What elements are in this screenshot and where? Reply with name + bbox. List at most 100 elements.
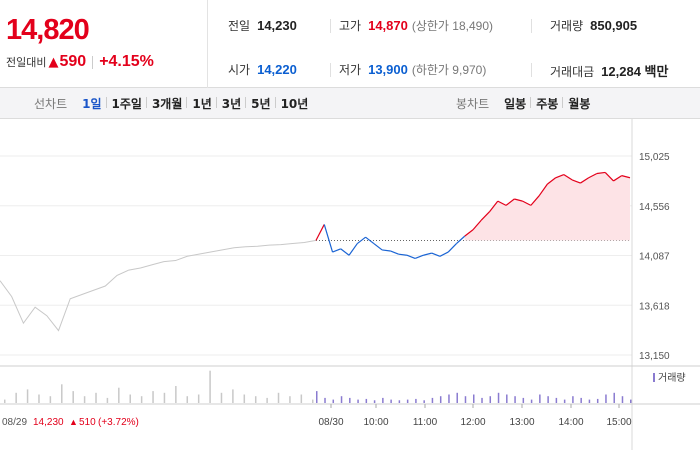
volume-bar-prev [220,392,223,403]
divider [92,55,94,69]
stat-label: 고가 [339,19,362,33]
today-segment [464,229,474,237]
today-segment [414,254,424,259]
volume-bar-prev [106,397,109,403]
tab-3m[interactable]: 3개월 [145,95,187,112]
volume-bar-today [406,399,409,403]
tab-3y[interactable]: 3년 [215,95,246,112]
volume-bar-today [324,397,326,403]
divider [531,63,532,77]
grid [0,119,700,450]
tab-5y[interactable]: 5년 [245,95,275,112]
today-segment [382,249,391,252]
x-tick-label: 14:00 [558,417,583,428]
today-segment [447,243,457,253]
volume-bar-prev [300,394,303,403]
y-axis: 15,025 14,556 14,087 13,618 13,150 [639,152,670,362]
volume-bar-prev [38,394,40,403]
today-segment [580,177,590,184]
volume-bar-today [596,398,599,403]
stat-value: 13,900 [368,62,408,77]
line-chart-title: 선차트 [34,97,68,111]
volume-bar-today [580,397,582,403]
y-tick-label: 13,150 [639,351,670,362]
volume-bar-today [630,399,632,403]
today-segment [547,177,556,185]
x-tick-label: 10:00 [363,417,388,428]
volume-bar-prev [254,396,257,403]
volume-bar-prev [95,392,97,403]
divider [330,63,331,77]
x-tick-label: 08/30 [318,417,343,428]
volume-bar-prev [83,396,86,403]
volume-bar-today [382,397,384,403]
y-tick-label: 13,618 [639,301,670,312]
volume-bar-today [539,394,541,403]
stat-label: 시가 [228,63,251,77]
today-segment [604,172,614,182]
volume-bar-prev [277,392,280,403]
volume-bar-today [373,400,376,403]
volume-bar-prev [129,394,131,403]
up-arrow-icon: ▲ [69,417,78,427]
volume-bar-today [497,392,500,403]
stat-value: 850,905 [590,18,638,33]
today-segment [356,236,366,245]
tab-daily-candle[interactable]: 일봉 [504,97,527,111]
today-segment [439,251,449,257]
stat-volume: 거래량 850,905 [550,17,637,34]
today-segment [423,252,432,256]
today-segment [480,211,490,221]
y-tick-label: 14,087 [639,252,670,263]
divider [531,19,532,33]
tab-1d[interactable]: 1일 [82,97,102,111]
volume-bar-prev [232,389,234,403]
volume-bars [4,370,632,403]
volume-bar-prev [26,389,29,403]
quote-panel: 14,820 전일대비 ▲ 590 +4.15% 전일 14,230 고가 14… [0,0,700,88]
volume-bar-today [316,391,318,403]
tab-10y[interactable]: 10년 [274,95,314,112]
change-row: 전일대비 ▲ 590 +4.15% [6,53,154,71]
y-tick-label: 15,025 [639,152,670,163]
today-segment [538,183,548,197]
tab-1w[interactable]: 1주일 [105,95,147,112]
today-segment [563,174,573,181]
volume-bar-today [464,396,467,403]
current-price-box: 14,820 전일대비 ▲ 590 +4.15% [0,0,208,88]
prev-day-change-pct: (+3.72%) [98,417,139,428]
volume-bar-prev [175,386,177,403]
stat-open: 시가 14,220 [228,61,297,78]
up-area-fill [464,172,630,241]
volume-bar-prev [186,396,189,403]
volume-bar-today [563,399,566,403]
volume-bar-prev [61,384,63,403]
volume-legend-swatch [653,373,655,382]
volume-legend: 거래량 [653,372,686,384]
today-segment [489,200,499,213]
today-segment [621,175,631,179]
stat-value: 14,230 [257,18,297,33]
today-segment [431,252,441,257]
volume-bar-today [522,397,525,403]
divider [330,19,331,33]
volume-bar-today [547,396,549,403]
tab-weekly-candle[interactable]: 주봉 [530,95,563,112]
today-segment [555,174,565,179]
today-segment [373,243,383,251]
tab-monthly-candle[interactable]: 월봉 [562,95,595,112]
volume-bar-today [365,398,368,403]
tab-1y[interactable]: 1년 [186,95,216,112]
volume-bar-today [613,392,615,403]
prev-day-close: 14,230 [33,417,64,428]
today-segment [522,200,532,206]
today-segment [596,171,606,175]
volume-bar-today [555,397,558,403]
today-segment [613,175,623,182]
volume-bar-prev [15,392,17,403]
today-segment [497,200,507,206]
volume-bar-today [481,397,483,403]
volume-bar-prev [4,399,6,403]
stat-trade-value: 거래대금 12,284 백만 [550,61,668,80]
today-segment [323,224,334,253]
